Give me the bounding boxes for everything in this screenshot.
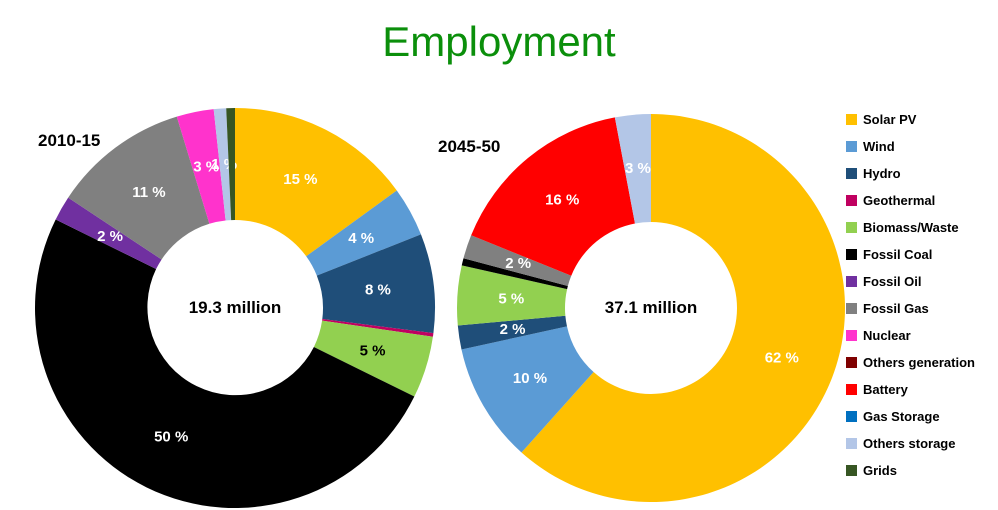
legend-label: Grids — [863, 463, 897, 478]
legend-swatch — [846, 384, 857, 395]
pie-slice-fossil-coal — [34, 219, 415, 509]
slice-label: 2 % — [505, 255, 531, 272]
legend-item: Hydro — [846, 166, 975, 181]
legend-swatch — [846, 114, 857, 125]
slice-label: 10 % — [513, 370, 547, 387]
pie-slice-solar-pv — [235, 108, 397, 257]
legend-swatch — [846, 465, 857, 476]
pie-slice-fossil-gas — [68, 116, 210, 260]
legend-label: Solar PV — [863, 112, 917, 127]
legend-item: Grids — [846, 463, 975, 478]
slice-label: 16 % — [545, 191, 579, 208]
pie-slice-others-storage — [614, 114, 651, 224]
legend: Solar PV Wind Hydro Geothermal Biomass/Waste… — [846, 112, 975, 478]
pie-slice-biomass-waste — [313, 320, 433, 397]
legend-label: Hydro — [863, 166, 901, 181]
legend-swatch — [846, 330, 857, 341]
legend-label: Others generation — [863, 355, 975, 370]
legend-swatch — [846, 276, 857, 287]
pie-slice-others-storage — [213, 108, 232, 221]
pie-slice-solar-pv — [521, 114, 845, 502]
pie-slice-battery — [471, 117, 635, 276]
legend-swatch — [846, 438, 857, 449]
chart-period-label-2010-15: 2010-15 — [38, 131, 101, 150]
slice-label: 11 % — [132, 184, 165, 201]
legend-label: Wind — [863, 139, 895, 154]
pie-slice-fossil-gas — [463, 235, 572, 286]
legend-item: Solar PV — [846, 112, 975, 127]
slice-label: 5 % — [360, 342, 386, 359]
legend-item: Fossil Coal — [846, 247, 975, 262]
donut-svg-2010-15: 15 %4 %8 %5 %50 %2 %11 %3 %1 % — [34, 107, 435, 509]
legend-item: Battery — [846, 382, 975, 397]
slice-label: 62 % — [765, 350, 799, 367]
slice-label: 3 % — [625, 160, 651, 177]
legend-swatch — [846, 168, 857, 179]
legend-swatch — [846, 141, 857, 152]
slice-label: 50 % — [154, 429, 188, 446]
legend-item: Fossil Gas — [846, 301, 975, 316]
legend-item: Geothermal — [846, 193, 975, 208]
donut-chart-2045-50: 62 % 10 % 2 % 5 % 2 % 16 % 3 % 37.1 million — [455, 112, 847, 504]
legend-item: Others generation — [846, 355, 975, 370]
chart-center-total-2010-15: 19.3 million — [188, 298, 282, 317]
legend-label: Fossil Oil — [863, 274, 922, 289]
legend-swatch — [846, 303, 857, 314]
legend-label: Fossil Coal — [863, 247, 933, 262]
pie-slice-hydro — [457, 315, 567, 350]
chart-period-label-2045-50: 2045-50 — [438, 137, 501, 156]
slice-label: 5 % — [498, 290, 524, 307]
pie-slice-grids — [226, 107, 235, 221]
legend-label: Geothermal — [863, 193, 936, 208]
legend-label: Biomass/Waste — [863, 220, 959, 235]
pie-slice-wind — [306, 190, 421, 276]
pie-slice-biomass-waste — [457, 265, 568, 326]
legend-swatch — [846, 195, 857, 206]
legend-swatch — [846, 411, 857, 422]
legend-label: Others storage — [863, 436, 956, 451]
slice-label: 8 % — [365, 282, 391, 299]
legend-item: Others storage — [846, 436, 975, 451]
slice-label: 15 % — [283, 171, 317, 188]
pie-slice-fossil-oil — [55, 197, 162, 270]
legend-item: Fossil Oil — [846, 274, 975, 289]
legend-label: Nuclear — [863, 328, 911, 343]
pie-slice-wind — [461, 326, 594, 453]
pie-slice-geothermal — [322, 319, 434, 337]
slice-label: 2 % — [500, 321, 526, 338]
legend-label: Gas Storage — [863, 409, 940, 424]
chart-center-total-2045-50: 37.1 million — [604, 298, 698, 317]
legend-swatch — [846, 222, 857, 233]
legend-item: Gas Storage — [846, 409, 975, 424]
legend-item: Nuclear — [846, 328, 975, 343]
legend-swatch — [846, 249, 857, 260]
slice-label: 2 % — [97, 228, 123, 245]
pie-slice-fossil-coal — [461, 258, 568, 290]
donut-chart-2010-15: 15 % 4 % 8 % 5 % 50 % 2 % 11 % 3 % 1 % 19.3 mill… — [33, 106, 437, 510]
slice-label: 3 % — [193, 158, 219, 175]
legend-label: Battery — [863, 382, 908, 397]
legend-item: Biomass/Waste — [846, 220, 975, 235]
page-title: Employment — [382, 18, 616, 65]
slice-label: 4 % — [348, 230, 374, 247]
legend-item: Wind — [846, 139, 975, 154]
pie-slice-hydro — [316, 234, 435, 334]
donut-svg-2045-50: 62 % 10 % 2 % 5 % 2 % 16 % 3 % — [457, 114, 845, 502]
pie-slice-nuclear — [176, 109, 226, 224]
legend-label: Fossil Gas — [863, 301, 929, 316]
legend-swatch — [846, 357, 857, 368]
